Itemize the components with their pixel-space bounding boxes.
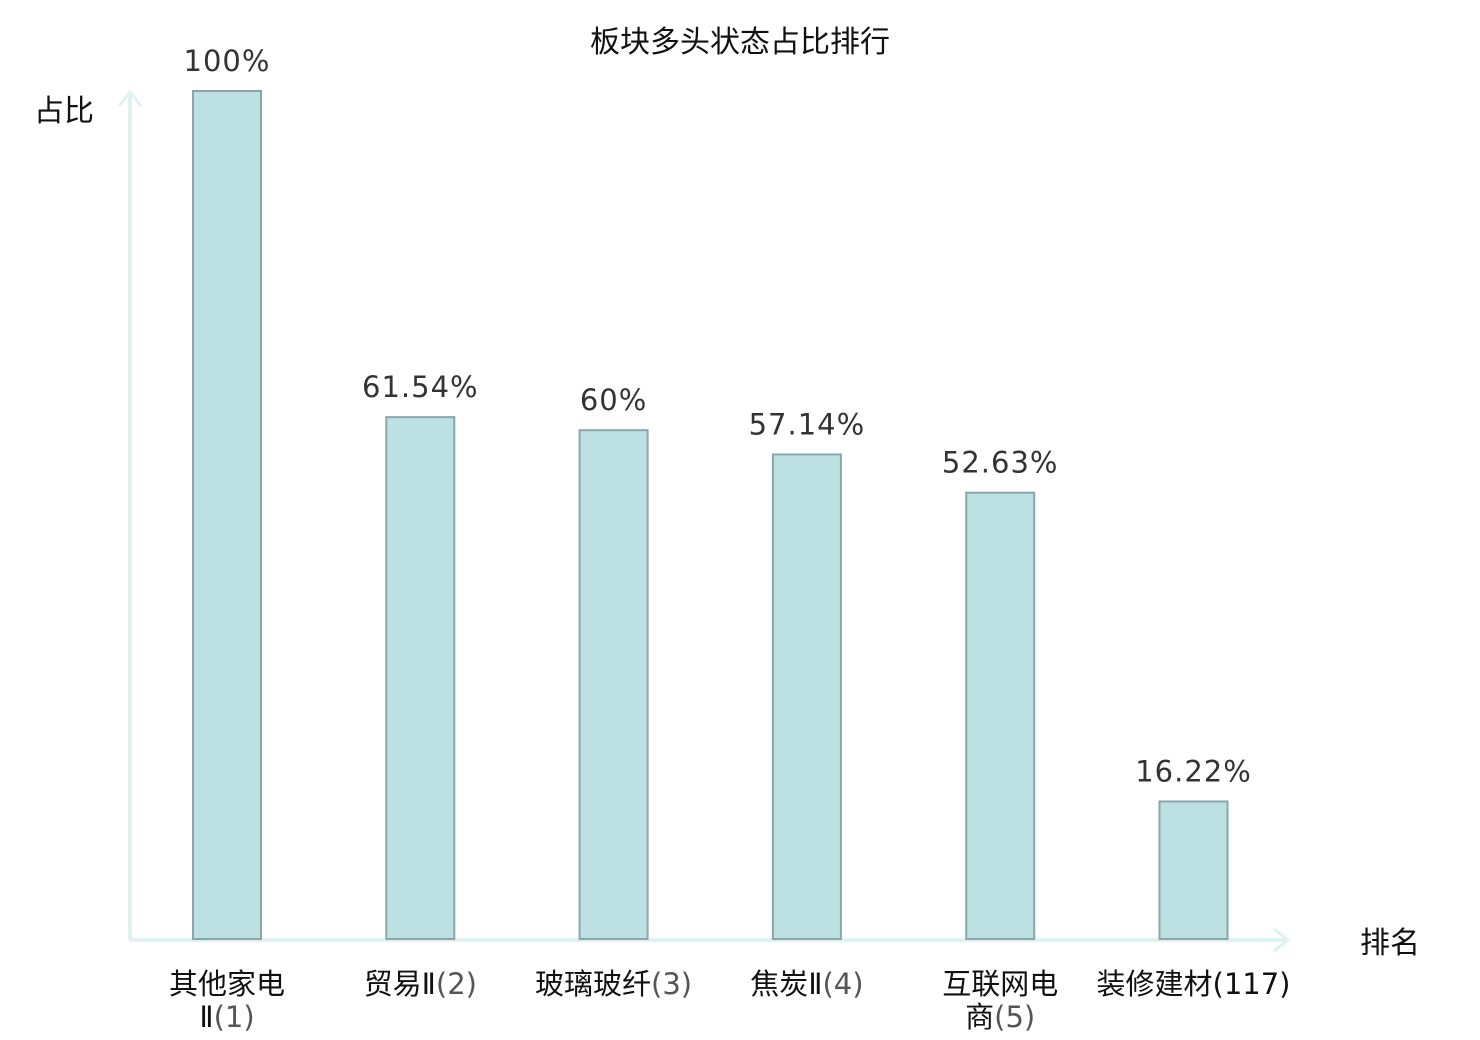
bar-value-label: 16.22% (1135, 754, 1252, 788)
bar (385, 416, 456, 940)
x-tick-label: 贸易Ⅱ(2) (364, 967, 477, 1001)
bar-value-label: 57.14% (749, 407, 866, 441)
y-axis-label: 占比 (34, 94, 94, 129)
x-axis-arrow (1273, 927, 1291, 953)
x-tick-label: 其他家电 Ⅱ(1) (169, 967, 285, 1034)
x-tick-label: 互联网电商(5) (942, 967, 1058, 1034)
bar-value-label: 100% (184, 44, 271, 78)
bar (771, 453, 842, 940)
bar-value-label: 61.54% (362, 370, 479, 404)
x-axis-label: 排名 (1360, 926, 1420, 961)
bars-group (192, 90, 1229, 940)
bar (965, 491, 1036, 940)
category-labels-group: 其他家电 Ⅱ(1) 贸易Ⅱ(2) 玻璃玻纤(3) 焦炭Ⅱ(4) 互联网电商(5) 装修建材(… (169, 967, 1291, 1034)
bar (578, 429, 649, 940)
bar (1158, 800, 1229, 940)
x-tick-label: 装修建材(117) (1097, 967, 1291, 1001)
y-axis (117, 89, 143, 940)
x-axis (130, 927, 1291, 953)
x-tick-label: 焦炭Ⅱ(4) (750, 967, 863, 1001)
bar (192, 90, 262, 940)
y-axis-arrow (117, 89, 143, 107)
chart-title: 板块多头状态占比排行 (590, 25, 890, 60)
bar-value-label: 60% (580, 383, 647, 417)
bar-value-label: 52.63% (942, 446, 1059, 480)
value-labels-group: 100% 61.54% 60% 57.14% 52.63% 16.22% (184, 44, 1252, 788)
x-tick-label: 玻璃玻纤(3) (535, 967, 692, 1001)
